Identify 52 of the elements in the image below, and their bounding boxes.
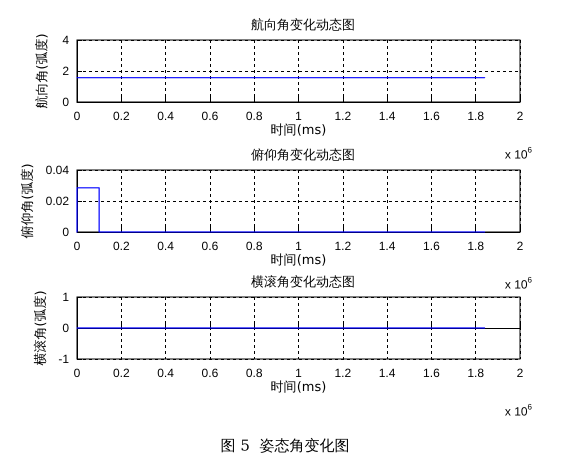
x-tick-label: 0.8 [246, 239, 263, 253]
x-tick-label: 1.8 [467, 239, 484, 253]
y-tick-label: 0.04 [46, 163, 70, 177]
x-tick-label: 0 [74, 239, 81, 253]
x-tick-label: 1.6 [423, 239, 440, 253]
caption: 图 5 姿态角变化图 [220, 436, 350, 454]
x-tick-label: 1.6 [423, 366, 440, 380]
y-tick-label: 2 [62, 64, 70, 78]
x-tick-label: 0.8 [246, 109, 263, 123]
x-tick-label: 1.2 [334, 366, 352, 380]
x-axis-title: 时间(ms) [270, 123, 326, 138]
chart-title: 横滚角变化动态图 [251, 275, 355, 290]
x-axis-title: 时间(ms) [270, 253, 326, 268]
y-axis-title: 横滚角(弧度) [32, 290, 48, 366]
x-tick-label: 1 [295, 239, 302, 253]
x-tick-label: 0 [74, 366, 81, 380]
x-tick-label: 1.4 [378, 239, 396, 253]
x-tick-label: 0.6 [202, 109, 219, 123]
x-tick-label: 1.6 [423, 109, 440, 123]
x-tick-label: 1.8 [467, 366, 484, 380]
chart-title: 航向角变化动态图 [251, 18, 355, 33]
x-tick-label: 1.2 [334, 109, 352, 123]
x-tick-label: 0.2 [112, 109, 130, 123]
y-tick-label: 0 [62, 321, 70, 335]
y-axis-title: 航向角(弧度) [34, 33, 50, 109]
x-tick-label: 0 [74, 109, 81, 123]
y-tick-label: 4 [62, 33, 70, 47]
y-tick-label: 0 [62, 95, 70, 109]
x-tick-label: 0.4 [157, 239, 174, 253]
y-tick-label: -1 [58, 352, 70, 366]
y-tick-label: 0 [62, 225, 70, 239]
x-tick-label: 1.4 [378, 109, 396, 123]
x-tick-label: 1.4 [378, 366, 396, 380]
x-tick-label: 1.8 [467, 109, 484, 123]
chart-title: 俯仰角变化动态图 [251, 148, 355, 163]
x-tick-label: 0.6 [202, 239, 219, 253]
x-tick-label: 0.4 [157, 366, 174, 380]
x-tick-label: 2 [516, 239, 524, 253]
x-tick-label: 0.2 [112, 239, 130, 253]
y-tick-label: 0.02 [46, 194, 70, 208]
x-tick-label: 0.8 [246, 366, 263, 380]
x-tick-label: 0.4 [157, 109, 174, 123]
y-tick-label: 1 [62, 290, 70, 304]
x-tick-label: 0.6 [202, 366, 219, 380]
x-tick-label: 2 [516, 109, 524, 123]
x-tick-label: 1 [295, 109, 302, 123]
y-axis-title: 俯仰角(弧度) [20, 163, 36, 239]
x-tick-label: 2 [516, 366, 524, 380]
x-tick-label: 1.2 [334, 239, 352, 253]
x-tick-label: 0.2 [112, 366, 130, 380]
x-axis-title: 时间(ms) [270, 380, 326, 395]
x-tick-label: 1 [295, 366, 302, 380]
